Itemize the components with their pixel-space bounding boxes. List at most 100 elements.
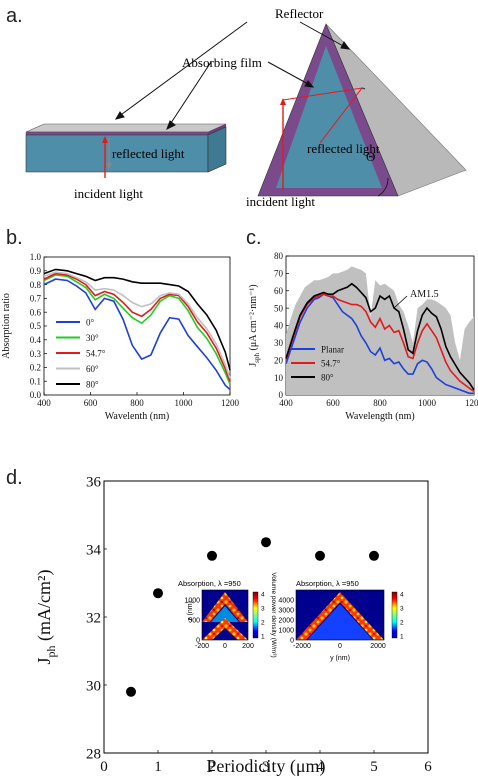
y-tick-label: 80: [274, 251, 284, 261]
x-tick-label: 400: [37, 398, 51, 408]
y-tick-label: 0.8: [30, 280, 42, 290]
reflected-light-label-left: reflected light: [112, 146, 185, 161]
inset2-x-tick: 2000: [370, 643, 386, 650]
x-tick-label: 1000: [175, 398, 194, 408]
absorbing-film-label: Absorbing film: [182, 55, 262, 70]
inset2-hot-region: [296, 592, 384, 640]
x-tick-label: 5: [370, 759, 378, 775]
inset2-cbar-tick: 1: [400, 634, 404, 641]
y-axis-label: Jph (mA/cm²): [34, 570, 58, 665]
inset1-x-tick: -200: [195, 643, 209, 650]
light-rays: [102, 87, 366, 190]
panel-label-a: a.: [6, 5, 23, 27]
inset2-cbar-tick: 4: [400, 592, 404, 599]
panel-a: a.: [6, 5, 467, 209]
triangular-structure: [257, 23, 467, 197]
x-tick-label: 1200: [221, 398, 240, 408]
annotation-arrows: [114, 21, 351, 131]
inset2-x-tick: -2000: [293, 643, 311, 650]
legend-label-1: 30°: [86, 333, 99, 343]
data-point-1: [153, 588, 163, 599]
inset2-colorbar: [391, 591, 398, 639]
inset2-xlabel: y (nm): [330, 655, 350, 662]
legend-label-0: 0°: [86, 318, 95, 328]
inset2-x-tick: 0: [338, 643, 342, 650]
inset2-cbar-tick: 2: [400, 620, 404, 627]
x-tick-label: 1000: [418, 398, 437, 408]
inset2-frame: [295, 589, 385, 641]
y-axis-label-main: J: [34, 657, 54, 664]
inset2-y-tick: 4000: [278, 598, 294, 605]
y-tick-label: 34: [86, 542, 102, 558]
series-line-2: [43, 272, 231, 382]
x-tick-label: 2: [208, 759, 216, 775]
y-tick-label: 50: [274, 303, 284, 313]
series-line-2: [285, 282, 475, 391]
y-axis-label-sub: sph: [253, 352, 261, 362]
y-tick-label: 0.5: [30, 321, 42, 331]
legend-label-0: Planar: [321, 345, 344, 355]
y-tick-label: 0.7: [30, 294, 42, 304]
inset2-y-tick: 0: [290, 638, 294, 645]
data-point-4: [315, 550, 325, 561]
data-point-5: [369, 550, 379, 561]
x-tick-label: 1: [154, 759, 162, 775]
y-tick-label: 0: [279, 390, 284, 400]
y-tick-label: 0.0: [30, 390, 42, 400]
legend-label-2: 54.7°: [86, 349, 106, 359]
inset-absorption-map-1: Absorption, λ =950 z (nm) -200 0 200050010…: [178, 572, 277, 657]
legend-label-1: 54.7°: [321, 359, 341, 369]
reflector-label: Reflector: [275, 6, 324, 21]
inset2-y-tick: 3000: [278, 608, 294, 615]
series-line-1: [43, 274, 231, 385]
panel-label-d: d.: [6, 467, 23, 489]
inset1-cbar-tick: 1: [261, 634, 265, 641]
y-axis-label: Absorption ratio: [1, 293, 12, 359]
am15-spectrum-area: [286, 266, 474, 395]
inset1-hot-region-bottom: [202, 618, 248, 640]
inset-absorption-map-2: Absorption, λ =950 y (nm) -2000 0 20000100…: [278, 579, 404, 662]
y-tick-label: 10: [274, 373, 284, 383]
series-line-0: [43, 278, 231, 391]
legend-label-3: 60°: [86, 364, 99, 374]
y-axis-label-main: J: [248, 363, 259, 367]
y-tick-label: 0.2: [30, 363, 41, 373]
y-tick-label: 20: [274, 355, 284, 365]
data-point-3: [261, 537, 271, 548]
legend-label-4: 80°: [86, 380, 99, 390]
y-tick-label: 0.3: [30, 349, 42, 359]
x-tick-label: 600: [326, 398, 340, 408]
inset1-frame: [201, 589, 249, 641]
am15-annotation: AM1.5: [410, 289, 439, 300]
x-tick-label: 0: [100, 759, 108, 775]
inset1-y-tick: 500: [188, 618, 200, 625]
y-tick-label: 36: [86, 474, 102, 490]
inset2-title: Absorption, λ =950: [296, 579, 359, 588]
y-tick-label: 32: [86, 610, 101, 626]
y-tick-label: 30: [86, 678, 101, 694]
inset2-y-tick: 2000: [278, 618, 294, 625]
theta-label: Θ: [366, 149, 375, 164]
y-tick-label: 0.1: [30, 376, 41, 386]
inset1-title: Absorption, λ =950: [178, 579, 241, 588]
inset1-y-tick: 1000: [184, 598, 200, 605]
x-tick-label: 600: [84, 398, 98, 408]
inset1-x-tick: 0: [223, 643, 227, 650]
inset1-cool-region: [211, 606, 239, 622]
inset2-cbar-tick: 3: [400, 606, 404, 613]
y-tick-label: 0.9: [30, 266, 42, 276]
planar-slab: [25, 123, 227, 173]
y-tick-label: 30: [274, 338, 284, 348]
legend-label-2: 80°: [321, 373, 334, 383]
y-axis-label-rest: (mA/cm²): [34, 570, 55, 646]
x-tick-label: 800: [130, 398, 144, 408]
inset1-y-tick: 0: [196, 638, 200, 645]
panel-label-b: b.: [6, 227, 23, 249]
x-tick-label: 400: [279, 398, 293, 408]
y-tick-label: 70: [274, 269, 284, 279]
data-point-2: [207, 550, 217, 561]
inset1-cbar-tick: 4: [261, 592, 265, 599]
theta-arc: [377, 177, 389, 197]
inset1-x-tick: 200: [242, 643, 254, 650]
